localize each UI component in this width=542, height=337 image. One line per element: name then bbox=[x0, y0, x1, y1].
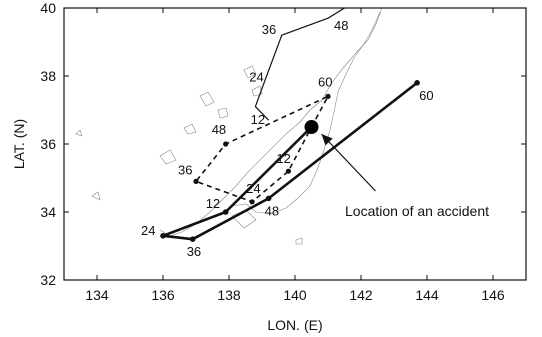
series-layer bbox=[160, 8, 420, 242]
x-tick-label: 142 bbox=[349, 287, 373, 303]
series-point bbox=[265, 195, 272, 202]
point-label: 24 bbox=[246, 181, 260, 196]
point-label: 36 bbox=[187, 244, 201, 259]
y-tick-label: 36 bbox=[40, 136, 56, 152]
x-tick-label: 144 bbox=[415, 287, 439, 303]
series-line-thin-solid bbox=[254, 8, 345, 121]
annotation-arrow bbox=[321, 133, 376, 192]
accident-annotation: Location of an accident bbox=[304, 120, 489, 219]
series-point bbox=[193, 178, 199, 184]
series-point bbox=[189, 236, 196, 242]
point-label: 60 bbox=[419, 88, 433, 103]
series-point bbox=[285, 168, 291, 174]
point-label: 24 bbox=[141, 223, 155, 238]
y-tick-label: 40 bbox=[40, 0, 56, 16]
accident-marker bbox=[304, 120, 319, 134]
point-label: 36 bbox=[178, 162, 192, 177]
x-tick-label: 146 bbox=[481, 287, 505, 303]
point-label: 12 bbox=[206, 196, 220, 211]
y-tick-label: 38 bbox=[40, 68, 56, 84]
x-axis-title: LON. (E) bbox=[267, 317, 322, 333]
y-tick-label: 32 bbox=[40, 272, 56, 288]
point-label: 24 bbox=[249, 69, 263, 84]
series-point bbox=[414, 80, 420, 86]
point-label: 48 bbox=[212, 122, 226, 137]
series-point bbox=[160, 233, 166, 239]
y-axis-title: LAT. (N) bbox=[11, 119, 27, 169]
annotation-arrowhead bbox=[321, 134, 333, 146]
x-tick-label: 140 bbox=[283, 287, 307, 303]
x-tick-label: 138 bbox=[217, 287, 241, 303]
y-tick-label: 34 bbox=[40, 204, 56, 220]
point-label: 48 bbox=[334, 18, 348, 33]
point-label: 60 bbox=[318, 74, 332, 89]
annotation-text: Location of an accident bbox=[345, 203, 489, 219]
point-label: 36 bbox=[262, 22, 276, 37]
x-tick-label: 136 bbox=[151, 287, 175, 303]
series-point bbox=[222, 209, 229, 215]
x-tick-label: 134 bbox=[85, 287, 109, 303]
y-axis-ticks: 32 34 36 38 40 bbox=[40, 0, 526, 288]
point-label: 12 bbox=[251, 112, 265, 127]
series-point bbox=[325, 93, 331, 99]
point-labels: 12 24 36 48 60 48 36 24 12 12 24 36 48 60 bbox=[141, 18, 434, 259]
x-axis-ticks: 134 136 138 140 142 144 146 bbox=[85, 8, 505, 303]
point-label: 12 bbox=[276, 151, 290, 166]
series-point bbox=[223, 141, 229, 147]
series-point bbox=[249, 199, 255, 205]
series-line-thick-solid bbox=[161, 81, 418, 241]
point-label: 48 bbox=[265, 203, 279, 218]
